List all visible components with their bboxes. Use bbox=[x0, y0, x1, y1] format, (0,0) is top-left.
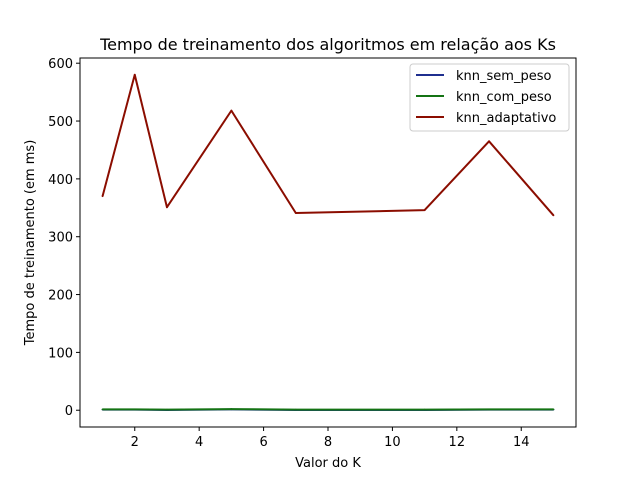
x-axis: 2 4 6 8 10 12 14 bbox=[131, 427, 530, 450]
data-point bbox=[294, 212, 297, 214]
series-knn_com_peso bbox=[101, 408, 555, 411]
series-knn_adaptativo bbox=[101, 73, 555, 217]
y-tick-label: 0 bbox=[65, 404, 73, 419]
x-tick-label: 12 bbox=[449, 435, 466, 450]
x-tick-label: 6 bbox=[259, 435, 267, 450]
y-tick-label: 200 bbox=[48, 289, 73, 304]
series-line bbox=[102, 408, 554, 411]
x-axis-label: Valor do K bbox=[295, 456, 361, 471]
data-point bbox=[101, 408, 104, 411]
data-point bbox=[552, 214, 555, 217]
legend-label: knn_adaptativo bbox=[456, 111, 556, 126]
data-point bbox=[552, 408, 555, 411]
legend-box bbox=[409, 63, 570, 132]
y-tick-label: 100 bbox=[48, 346, 73, 361]
data-point bbox=[101, 195, 104, 198]
y-tick-label: 400 bbox=[48, 173, 73, 188]
data-point bbox=[488, 140, 490, 143]
y-axis-label: Tempo de treinamento (em ms) bbox=[23, 140, 38, 347]
data-point bbox=[423, 209, 426, 212]
data-point bbox=[294, 408, 297, 411]
data-point bbox=[488, 408, 490, 411]
legend-label: knn_com_peso bbox=[456, 90, 552, 105]
plot-area bbox=[101, 73, 555, 411]
y-tick-label: 600 bbox=[48, 57, 73, 72]
series-line bbox=[101, 73, 555, 216]
legend-label: knn_sem_peso bbox=[456, 69, 551, 84]
x-tick-label: 4 bbox=[195, 435, 203, 450]
data-point bbox=[230, 408, 233, 410]
data-point bbox=[423, 408, 426, 411]
y-axis: 0 100 200 300 400 500 600 bbox=[48, 57, 80, 419]
x-tick-label: 10 bbox=[384, 435, 401, 450]
x-tick-label: 14 bbox=[513, 435, 530, 450]
y-tick-label: 500 bbox=[48, 115, 73, 130]
y-tick-label: 300 bbox=[48, 231, 73, 246]
x-tick-label: 8 bbox=[324, 435, 332, 450]
chart-title: Tempo de treinamento dos algoritmos em r… bbox=[99, 35, 556, 54]
data-point bbox=[166, 206, 168, 209]
data-point bbox=[230, 109, 233, 112]
x-tick-label: 2 bbox=[131, 435, 139, 450]
legend: knn_sem_peso knn_com_peso knn_adaptativo bbox=[409, 63, 570, 132]
data-point bbox=[133, 408, 136, 411]
data-point bbox=[166, 408, 168, 411]
data-point bbox=[133, 73, 136, 76]
